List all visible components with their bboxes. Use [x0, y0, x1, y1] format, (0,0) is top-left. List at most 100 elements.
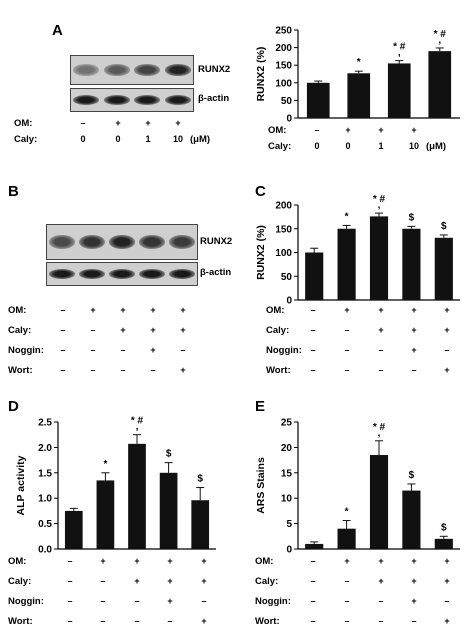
- y-tick-label: 1.0: [38, 494, 52, 505]
- y-tick-label: 200: [275, 201, 292, 212]
- condition-cell: –: [167, 616, 173, 626]
- condition-cell: 0: [345, 141, 351, 151]
- blot-band: [169, 235, 195, 249]
- significance-text: $: [166, 449, 172, 460]
- condition-cell: –: [344, 345, 350, 355]
- blot-band: [79, 235, 105, 249]
- significance-text: * #: [434, 29, 447, 40]
- blot-a-loading-label: β-actin: [198, 93, 230, 104]
- significance-label: $: [166, 449, 172, 460]
- significance-text: ,: [378, 428, 381, 439]
- significance-label: $: [441, 522, 447, 533]
- y-tick-label: 20: [281, 443, 293, 454]
- panel-label-c: C: [255, 183, 266, 200]
- bar: [428, 51, 452, 119]
- western-blot-runx2-a: [70, 55, 194, 85]
- blot-band: [169, 269, 195, 279]
- blot-band: [49, 269, 75, 279]
- y-tick-label: 0.5: [38, 519, 52, 530]
- condition-cell: +: [180, 305, 186, 315]
- blot-band: [103, 95, 130, 105]
- y-tick-label: 200: [275, 43, 292, 54]
- condition-cell: –: [67, 616, 73, 626]
- significance-label: *: [345, 211, 349, 222]
- blot-band: [109, 235, 135, 249]
- condition-cell: +: [345, 125, 351, 135]
- condition-unit: (μM): [190, 134, 211, 145]
- significance-text: ,: [136, 422, 139, 433]
- condition-cell: +: [167, 576, 173, 586]
- significance-text: $: [197, 474, 203, 485]
- condition-cell: –: [314, 125, 320, 135]
- significance-text: $: [441, 221, 447, 232]
- condition-cell: –: [378, 365, 384, 375]
- western-blot-runx2-b: [46, 224, 198, 260]
- condition-label: OM:: [14, 118, 33, 129]
- condition-cell: 1: [378, 141, 384, 151]
- condition-cell: –: [60, 365, 66, 375]
- condition-cell: +: [134, 576, 140, 586]
- condition-cell: 0: [80, 134, 86, 144]
- condition-cell: +: [378, 556, 384, 566]
- condition-cell: +: [444, 305, 450, 315]
- y-tick-label: 1.5: [38, 468, 52, 479]
- condition-label: Wort:: [8, 616, 33, 627]
- bar: [402, 490, 421, 549]
- blot-band: [79, 269, 105, 279]
- condition-cell: +: [411, 125, 417, 135]
- condition-cell: +: [90, 305, 96, 315]
- condition-cell: +: [150, 345, 156, 355]
- bar: [402, 228, 421, 300]
- condition-cell: –: [67, 556, 73, 566]
- condition-cell: +: [411, 576, 417, 586]
- bar: [347, 73, 371, 118]
- condition-label: Caly:: [8, 325, 32, 336]
- blot-b-loading-label: β-actin: [200, 267, 232, 278]
- condition-cell: +: [150, 325, 156, 335]
- western-blot-actin-a: [70, 88, 194, 112]
- condition-cell: –: [344, 365, 350, 375]
- condition-cell: +: [100, 556, 106, 566]
- y-tick-label: 50: [281, 272, 293, 283]
- significance-text: ,: [438, 35, 441, 46]
- condition-cell: –: [310, 325, 316, 335]
- bar: [369, 455, 389, 549]
- condition-label: Noggin:: [8, 596, 44, 607]
- condition-cell: –: [80, 118, 86, 128]
- y-tick-label: 0: [286, 114, 292, 125]
- condition-cell: +: [444, 576, 450, 586]
- condition-cell: 10: [408, 141, 419, 151]
- panel-label-d: D: [8, 398, 19, 415]
- bar: [305, 543, 324, 549]
- condition-cell: +: [378, 325, 384, 335]
- blot-band: [164, 64, 191, 76]
- bar: [337, 528, 356, 549]
- blot-band: [109, 269, 135, 279]
- condition-cell: –: [310, 556, 316, 566]
- y-tick-label: 50: [281, 96, 293, 107]
- bar: [191, 500, 210, 549]
- condition-cell: –: [100, 616, 106, 626]
- y-tick-label: 0: [286, 296, 292, 307]
- condition-cell: –: [67, 596, 73, 606]
- condition-unit: (μM): [426, 141, 447, 152]
- condition-cell: +: [344, 305, 350, 315]
- condition-cell: –: [344, 325, 350, 335]
- condition-cell: –: [90, 365, 96, 375]
- condition-label: Wort:: [266, 365, 291, 376]
- y-tick-label: 10: [281, 494, 293, 505]
- significance-label: * #,: [434, 29, 447, 46]
- panel-label-b: B: [8, 183, 19, 200]
- bar: [337, 228, 356, 300]
- y-tick-label: 0.0: [38, 545, 52, 556]
- condition-label: Caly:: [8, 576, 32, 587]
- condition-label: Wort:: [255, 616, 280, 627]
- condition-cell: +: [167, 556, 173, 566]
- condition-label: OM:: [268, 125, 287, 136]
- y-tick-label: 100: [275, 78, 292, 89]
- significance-text: *: [103, 459, 107, 470]
- significance-text: *: [357, 57, 361, 68]
- significance-label: $: [409, 470, 415, 481]
- y-tick-label: 15: [281, 468, 293, 479]
